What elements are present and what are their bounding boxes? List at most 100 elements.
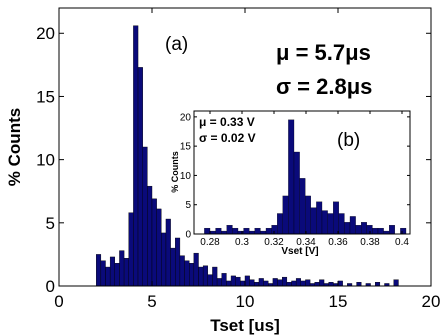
main-y-axis-label: % Counts — [5, 108, 24, 186]
main-bar-24 — [207, 274, 213, 287]
main-y-tick-label-1: 5 — [46, 214, 55, 233]
main-bar-40 — [282, 276, 288, 287]
inset-bar-19 — [310, 207, 317, 235]
main-bar-14 — [161, 232, 167, 287]
main-bar-29 — [230, 275, 236, 287]
main-bar-3 — [109, 256, 116, 287]
main-y-tick-label-3: 15 — [36, 87, 55, 106]
main-bar-56 — [375, 282, 381, 287]
inset-y-tick-label-0: 0 — [185, 230, 191, 241]
inset-bar-31 — [377, 227, 384, 235]
inset-bar-18 — [305, 195, 311, 235]
main-bar-23 — [202, 265, 208, 287]
main-bar-16 — [170, 247, 176, 287]
main-bar-34 — [254, 282, 260, 287]
inset-x-tick-label-2: 0.32 — [264, 237, 284, 248]
inset-bar-26 — [349, 216, 356, 235]
main-bar-32 — [244, 275, 250, 287]
main-bar-12 — [151, 198, 157, 287]
main-bar-11 — [147, 185, 153, 287]
main-bar-47 — [314, 282, 320, 287]
inset-bar-14 — [282, 195, 289, 235]
main-bar-7 — [128, 212, 134, 287]
main-bar-26 — [216, 278, 222, 287]
inset-x-axis-label: Vset [V] — [281, 246, 318, 257]
main-bar-45 — [305, 279, 311, 287]
inset-bar-11 — [265, 227, 272, 235]
inset-bar-22 — [327, 213, 334, 235]
main-x-tick-label-4: 20 — [422, 292, 441, 311]
main-bar-39 — [277, 279, 283, 287]
inset-annotation-sigma: σ = 0.02 V — [199, 131, 256, 145]
inset-x-tick-label-5: 0.38 — [360, 237, 380, 248]
main-bar-42 — [291, 280, 297, 287]
main-bar-33 — [249, 279, 255, 287]
main-bar-17 — [175, 237, 181, 287]
main-y-tick-label-4: 20 — [36, 24, 55, 43]
main-bar-36 — [263, 280, 269, 287]
inset-bar-9 — [254, 227, 261, 235]
main-ticks: 0 5 10 15 20 0 5 10 15 20 — [36, 8, 440, 311]
main-bar-54 — [356, 282, 362, 287]
inset-bar-2 — [215, 227, 222, 235]
inset-y-tick-label-1: 5 — [185, 200, 191, 211]
main-y-tick-label-0: 0 — [46, 277, 55, 296]
inset-bar-21 — [321, 210, 328, 235]
inset-x-tick-label-0: 0.28 — [200, 237, 220, 248]
main-bar-18 — [179, 255, 185, 287]
main-x-tick-label-0: 0 — [54, 292, 63, 311]
inset-y-tick-label-2: 10 — [180, 171, 192, 182]
inset-bar-7 — [243, 227, 250, 235]
inset-bar-25 — [344, 222, 351, 235]
main-bar-28 — [226, 280, 232, 287]
inset-x-tick-label-6: 0.4 — [395, 237, 409, 248]
main-bar-21 — [193, 252, 199, 287]
main-bar-8 — [133, 25, 139, 287]
inset-bar-13 — [277, 213, 283, 235]
inset-bar-24 — [338, 213, 345, 235]
inset-x-tick-label-4: 0.36 — [328, 237, 348, 248]
inset-bar-16 — [293, 151, 300, 235]
inset-y-tick-label-3: 15 — [180, 142, 192, 153]
inset-bar-20 — [316, 201, 323, 235]
main-annotation-mu: μ = 5.7μs — [276, 40, 371, 65]
inset-bar-30 — [372, 227, 379, 235]
main-bar-0 — [95, 254, 102, 287]
inset-y-axis-label: % Counts — [170, 151, 180, 193]
inset-bar-23 — [333, 201, 339, 235]
main-bar-52 — [337, 280, 343, 287]
inset-panel-label: (b) — [337, 130, 360, 151]
main-bar-22 — [198, 266, 204, 287]
main-bar-50 — [328, 282, 334, 287]
main-bar-48 — [319, 279, 325, 287]
inset-bar-34 — [400, 227, 407, 235]
main-panel-label: (a) — [165, 34, 188, 55]
inset-bar-28 — [361, 222, 367, 235]
main-bar-31 — [240, 280, 246, 287]
inset-bar-27 — [355, 225, 362, 235]
inset-bar-0 — [204, 227, 211, 235]
main-bar-1 — [100, 260, 106, 287]
main-bar-43 — [295, 278, 301, 287]
inset-annotation-mu: μ = 0.33 V — [199, 115, 255, 129]
main-x-tick-label-2: 10 — [236, 292, 255, 311]
main-bar-44 — [300, 280, 306, 287]
inset-bar-4 — [226, 225, 233, 235]
main-bar-41 — [286, 282, 292, 287]
inset-x-tick-label-1: 0.3 — [235, 237, 249, 248]
main-bar-20 — [188, 263, 195, 287]
inset-x-tick-label-3: 0.34 — [296, 237, 316, 248]
main-bar-30 — [235, 276, 241, 287]
main-bar-13 — [156, 208, 162, 287]
main-x-tick-label-1: 5 — [147, 292, 156, 311]
main-bar-9 — [137, 67, 143, 287]
inset-bar-33 — [389, 225, 395, 235]
inset-ticks: 0.28 0.3 0.32 0.34 0.36 0.38 0.4 0 5 10 15 20 — [180, 111, 410, 248]
main-x-tick-label-3: 15 — [329, 292, 348, 311]
inset-bar-15 — [288, 119, 295, 235]
main-bar-6 — [123, 258, 129, 287]
main-bar-5 — [119, 250, 125, 287]
main-bar-15 — [165, 218, 171, 287]
inset-histogram: 0.28 0.3 0.32 0.34 0.36 0.38 0.4 0 5 10 15 20 μ = 0… — [170, 110, 411, 257]
